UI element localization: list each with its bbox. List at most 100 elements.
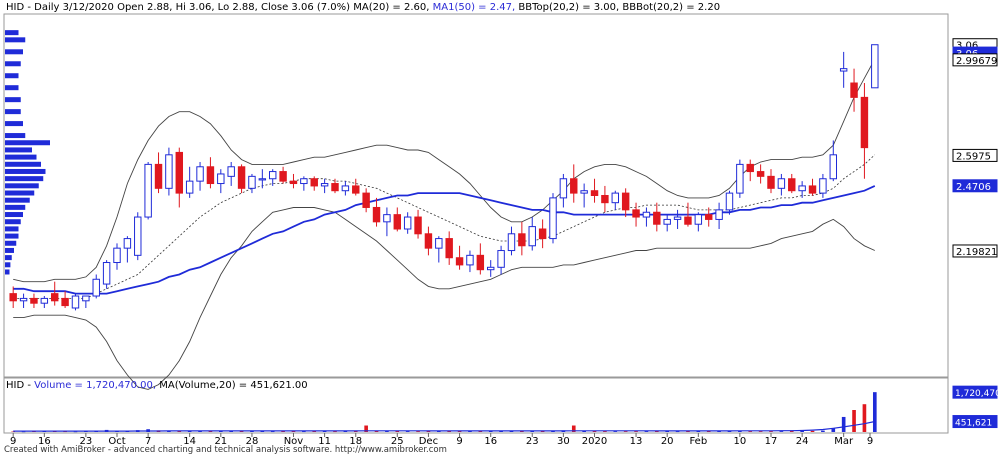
volume-bar (63, 431, 67, 433)
candle-body (123, 238, 132, 249)
candle-body (663, 218, 671, 225)
candle-body (632, 209, 640, 218)
candle-body (621, 192, 630, 211)
volume-pane[interactable] (3, 377, 949, 434)
volume-bar (654, 431, 659, 432)
volume-bar (665, 431, 670, 432)
candlesticks (9, 44, 879, 311)
volume-bar (270, 431, 275, 433)
volume-bar (322, 431, 327, 432)
price-tag-label: 2.5975 (956, 151, 991, 162)
date-tick-label: 23 (79, 436, 92, 447)
candle-body (570, 178, 578, 194)
volume-bar (312, 431, 317, 432)
candle-body (445, 238, 453, 259)
candle-body (684, 216, 692, 225)
price-header: HID - Daily 3/12/2020 Open 2.88, Hi 3.06… (6, 2, 720, 13)
price-tag-box (952, 179, 998, 193)
ma50-header-text: MA1(50) = 2.47, (432, 2, 516, 13)
volume-bar (73, 431, 78, 433)
volume-profile-bar (5, 190, 35, 196)
volume-bar (488, 431, 493, 432)
price-tag-label: 3.06 (956, 41, 978, 52)
volume-bar (208, 431, 213, 432)
candle-body (798, 185, 806, 192)
volume-profile-bar (5, 262, 11, 268)
date-tick-label: Mar (834, 436, 854, 447)
candle-body (268, 171, 277, 180)
bb-bottom-line (13, 207, 875, 390)
volume-bar (447, 431, 452, 432)
volume-bar (291, 431, 296, 432)
candle-body (767, 175, 775, 189)
volume-bar (592, 431, 597, 432)
volume-bar (769, 431, 773, 432)
volume-profile-bar (5, 85, 19, 91)
volume-bar (218, 431, 223, 432)
volume-profile-bar (5, 161, 41, 167)
candle-body (528, 226, 536, 247)
date-tick-label: 24 (796, 436, 809, 447)
volume-profile-bar (5, 140, 50, 146)
volume-tag-box (952, 385, 998, 399)
date-tick-label: 28 (246, 436, 259, 447)
date-tick-label: 17 (765, 436, 778, 447)
volume-bar (634, 431, 638, 432)
volume-bar (582, 430, 586, 432)
candle-body (102, 262, 111, 285)
volume-header-ma: MA(Volume,20) = 451,621.00 (159, 380, 308, 391)
volume-bar (821, 430, 825, 432)
candle-body (725, 192, 734, 211)
volume-bar (613, 431, 618, 432)
volume-bar (436, 431, 441, 432)
volume-bar (42, 431, 47, 432)
candle-body (559, 178, 568, 199)
candle-body (341, 185, 350, 192)
volume-header: HID - Volume = 1,720,470.00, MA(Volume,2… (6, 380, 308, 391)
price-tag-box (952, 148, 998, 162)
volume-profile-bar (5, 154, 37, 160)
volume-bar (810, 430, 815, 432)
candle-body (320, 183, 329, 187)
volume-bar (229, 431, 234, 432)
volume-bar (696, 431, 701, 432)
volume-bar (405, 431, 410, 432)
bb-header-text: BBTop(20,2) = 3.00, BBBot(20,2) = 2.20 (518, 2, 721, 13)
volume-bar (416, 431, 420, 432)
candle-body (788, 178, 796, 192)
bollinger-bands (13, 58, 876, 390)
volume-bar (831, 428, 836, 432)
date-tick-label: Feb (689, 436, 707, 447)
price-header-text: HID - Daily 3/12/2020 Open 2.88, Hi 3.06… (6, 2, 430, 13)
volume-bar (239, 431, 244, 432)
candle-body (154, 163, 163, 189)
candle-body (704, 214, 713, 220)
candle-body (486, 266, 495, 271)
date-tick-label: 25 (391, 436, 404, 447)
volume-bar (364, 425, 368, 432)
volume-bar (800, 430, 804, 432)
volume-profile-bar (5, 176, 44, 182)
volume-bar (540, 431, 545, 432)
candle-body (497, 250, 505, 268)
candle-body (300, 178, 308, 185)
ma50-line (13, 185, 876, 295)
bb-top-line (13, 58, 876, 283)
price-tag-label: 2.4706 (956, 182, 991, 193)
volume-profile-bar (5, 204, 26, 210)
volume-profile-bar (5, 219, 21, 225)
candle-body (331, 183, 339, 192)
candle-body (611, 192, 620, 204)
candle-body (746, 163, 754, 173)
volume-header-ticker: HID - (6, 380, 31, 391)
price-pane[interactable] (3, 13, 949, 378)
volume-bar (395, 430, 400, 432)
price-tag-box (952, 53, 998, 67)
date-tick-label: 7 (145, 436, 151, 447)
volume-bar (789, 431, 794, 432)
volume-profile-bar (5, 240, 17, 246)
volume-profile-bar (5, 121, 23, 127)
price-tag-box (952, 244, 998, 258)
